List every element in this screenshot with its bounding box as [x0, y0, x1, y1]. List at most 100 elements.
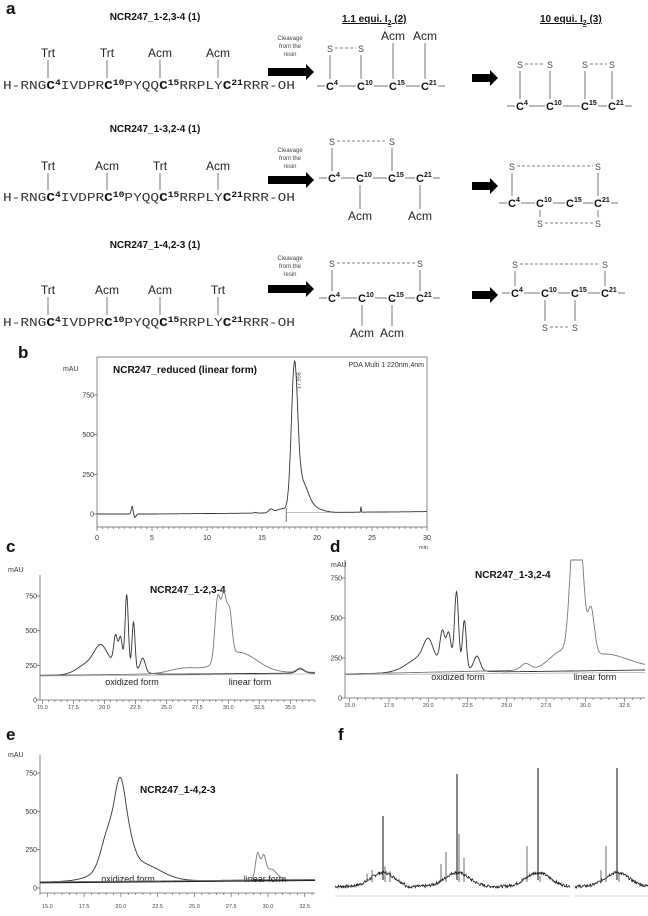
x-tick-label: 32.5 [299, 904, 310, 910]
cysteine-number: 10 [364, 172, 372, 179]
cysteine-chain: C 4 C 10 C 15 C 21 [499, 197, 618, 210]
y-tick-label: 0 [338, 696, 342, 703]
y-tick-label: 500 [82, 432, 94, 439]
cysteine-chain: C 4 C 10 C 15 C 21 [507, 100, 632, 113]
cysteine-number: 15 [396, 292, 404, 299]
x-tick-label: 30 [423, 535, 431, 542]
protecting-group-label: Acm [148, 46, 172, 60]
x-tick-label: 22.5 [152, 904, 163, 910]
cysteine-number: 10 [544, 197, 552, 204]
mass-spectrum-1 [334, 816, 406, 897]
x-tick-label: 25.0 [501, 703, 512, 709]
cysteine-number: 10 [549, 287, 557, 294]
x-tick-label: 15.0 [37, 705, 48, 711]
blank-baseline [344, 672, 646, 676]
cysteine-symbol: C [356, 173, 364, 185]
header-10-equiv-iodine: 10 equi. I2 (3) [540, 14, 602, 27]
cysteine-symbol: C [388, 293, 396, 305]
peptide-sequence: H-RNG C4IVDPR C10 PYQQ C15 RRPLY C21 RRR-OH [3, 316, 295, 330]
panel-f-mass-spectra [334, 768, 648, 897]
spectrum-trace [489, 870, 571, 890]
x-tick-label: 30.0 [223, 705, 234, 711]
cysteine-symbol: C [581, 101, 589, 113]
x-tick-label: 20 [313, 535, 321, 542]
sulfur-symbol: S [609, 61, 615, 72]
y-tick-label: 250 [25, 847, 37, 854]
x-tick-label: 32.5 [619, 703, 630, 709]
protecting-group-label: Acm [380, 326, 404, 340]
chromatogram-e: 0 250 500 750 15.0 17.5 20.0 22.5 25.0 27.5 30.0 32… [8, 752, 316, 910]
panel-label-d: d [330, 537, 340, 556]
sulfur-symbol: S [572, 324, 578, 335]
protecting-group-label: Acm [350, 326, 374, 340]
blank-baseline [39, 673, 316, 677]
cysteine-symbol: C [546, 101, 554, 113]
cleavage-label: resin [283, 164, 296, 170]
region-label: oxidized form [101, 874, 155, 884]
x-tick-label: 0 [95, 535, 99, 542]
x-tick-label: 17.5 [79, 904, 90, 910]
protecting-group-label: Acm [413, 29, 437, 43]
scheme-row-1: NCR247_1-2,3-4 (1) Trt Trt Acm Acm H-RNG C4IVD… [3, 12, 632, 113]
chart-title: NCR247_1-4,2-3 [140, 785, 216, 796]
chromatogram-trace-series [97, 359, 427, 518]
panel-label-e: e [6, 725, 15, 744]
cysteine-number: 21 [424, 172, 432, 179]
region-label: linear form [229, 677, 272, 687]
protecting-group-label: Acm [95, 283, 119, 297]
x-tick-label: 27.5 [226, 904, 237, 910]
cysteine-number: 10 [365, 80, 373, 87]
scheme-row-2: NCR247_1-3,2-4 (1) Trt Acm Trt Acm H-RNG C4IVD… [3, 124, 618, 231]
y-axis-label: mAU [8, 567, 24, 574]
cysteine-symbol: C [416, 293, 424, 305]
x-tick-label: 15 [258, 535, 266, 542]
y-tick-label: 0 [33, 886, 37, 893]
cysteine-number: 4 [524, 100, 528, 107]
y-tick-label: 250 [25, 663, 37, 670]
peptide-title: NCR247_1-3,2-4 (1) [110, 124, 201, 135]
x-tick-label: 22.5 [462, 703, 473, 709]
cysteine-number: 21 [429, 80, 437, 87]
cysteine-number: 21 [424, 292, 432, 299]
chromatogram-c: 0 250 500 750 15.0 17.5 20.0 22.5 25.0 27.5 30.0 32… [8, 567, 316, 711]
cysteine-symbol: C [328, 173, 336, 185]
y-tick-label: 0 [33, 698, 37, 705]
y-tick-label: 250 [82, 472, 94, 479]
chart-title: NCR247_reduced (linear form) [113, 365, 257, 376]
cleavage-label: Cleavage [277, 36, 303, 42]
sulfur-symbol: S [329, 260, 335, 271]
reaction-arrow-icon [472, 178, 498, 194]
sulfur-symbol: S [582, 61, 588, 72]
peptide-sequence: H-RNG C4IVDPR C10 PYQQ C15 RRPLY C21 RRR-OH [3, 191, 295, 205]
mass-spectrum-2 [404, 774, 491, 897]
cleavage-label: from the [279, 44, 302, 50]
sulfur-symbol: S [537, 220, 543, 231]
x-tick-label: 25 [368, 535, 376, 542]
cysteine-number: 10 [366, 292, 374, 299]
sulfur-symbol: S [417, 260, 423, 271]
y-tick-label: 750 [25, 594, 37, 601]
y-tick-label: 0 [90, 512, 94, 519]
chromatogram-trace-oxidized-form [345, 590, 645, 675]
cleavage-label: from the [279, 264, 302, 270]
protecting-group-label: Acm [206, 159, 230, 173]
x-tick-label: 17.5 [384, 703, 395, 709]
y-tick-label: 750 [82, 393, 94, 400]
protecting-group-label: Trt [100, 46, 115, 60]
cysteine-number: 15 [589, 100, 597, 107]
cysteine-number: 15 [579, 287, 587, 294]
cysteine-number: 4 [334, 80, 338, 87]
cysteine-symbol: C [516, 101, 524, 113]
cleavage-label: Cleavage [277, 148, 303, 154]
protecting-group-label: Trt [41, 46, 56, 60]
cysteine-symbol: C [601, 288, 609, 300]
chromatogram-trace-linear-form [40, 590, 315, 676]
y-tick-label: 750 [25, 771, 37, 778]
protecting-group-label: Trt [153, 159, 168, 173]
